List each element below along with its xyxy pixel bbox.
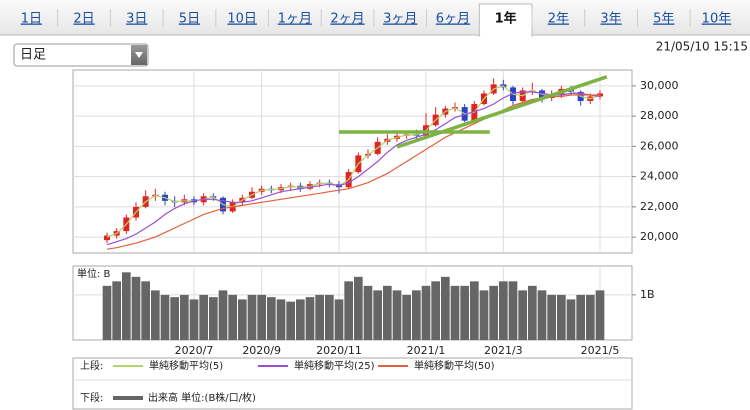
volume-bar xyxy=(170,297,179,340)
tab[interactable]: 2年 xyxy=(548,12,569,27)
x-tick-label: 2021/5 xyxy=(581,344,620,357)
volume-bar xyxy=(441,276,450,340)
active-tab-cover xyxy=(480,34,531,37)
volume-bar xyxy=(180,294,189,340)
volume-bar xyxy=(412,290,421,340)
legend-label: 出来高 単位:(B株/口/枚) xyxy=(148,391,256,404)
tab[interactable]: 3日 xyxy=(126,12,147,27)
tab[interactable]: 1日 xyxy=(21,12,42,27)
volume-bar xyxy=(431,281,440,340)
volume-bar xyxy=(383,285,392,340)
volume-bar xyxy=(218,290,228,340)
legend-label: 単純移動平均(25) xyxy=(294,359,375,372)
volume-bar xyxy=(276,299,286,340)
volume-bar xyxy=(392,290,402,340)
volume-bar xyxy=(160,294,170,340)
tab[interactable]: 3年 xyxy=(600,12,621,27)
volume-bar xyxy=(267,297,276,340)
moving-average-line xyxy=(106,91,601,246)
tab[interactable]: 10年 xyxy=(702,12,732,27)
candle-body xyxy=(104,235,110,241)
volume-bar xyxy=(305,297,315,340)
volume-bar xyxy=(344,281,353,340)
volume-bar xyxy=(566,299,576,340)
volume-bar xyxy=(247,294,257,340)
y-tick-label: 26,000 xyxy=(640,139,679,152)
tab-bar xyxy=(0,0,750,35)
volume-bar xyxy=(595,290,605,340)
volume-bar xyxy=(586,294,595,340)
tab[interactable]: 5年 xyxy=(653,12,674,27)
timestamp: 21/05/10 15:15 xyxy=(656,40,748,54)
volume-bar xyxy=(450,285,460,340)
volume-bar xyxy=(334,299,344,340)
volume-bar xyxy=(238,299,247,340)
volume-bar xyxy=(537,290,547,340)
moving-average-line xyxy=(106,94,600,250)
y-tick-label: 24,000 xyxy=(640,170,679,183)
volume-bar xyxy=(499,281,508,340)
legend-label: 単純移動平均(50) xyxy=(414,359,495,372)
tab[interactable]: 2日 xyxy=(73,12,94,27)
volume-bar xyxy=(189,299,199,340)
tab[interactable]: 1年 xyxy=(495,11,517,27)
y-tick-label: 22,000 xyxy=(640,200,679,213)
legend-label: 単純移動平均(5) xyxy=(149,359,223,372)
x-tick-label: 2020/11 xyxy=(316,344,362,357)
volume-bar xyxy=(402,294,411,340)
volume-bar xyxy=(122,272,131,340)
tab[interactable]: 1ヶ月 xyxy=(278,12,312,27)
x-tick-label: 2021/1 xyxy=(407,344,446,357)
volume-bar xyxy=(576,294,585,340)
tab[interactable]: 2ヶ月 xyxy=(330,12,364,27)
volume-bar xyxy=(470,281,479,340)
volume-bar xyxy=(421,285,431,340)
volume-bar xyxy=(112,281,121,340)
dropdown[interactable]: 日足 xyxy=(13,43,149,67)
volume-bar xyxy=(547,294,556,340)
volume-bar xyxy=(209,297,218,340)
trend-line xyxy=(396,75,608,149)
volume-bar xyxy=(528,285,537,340)
volume-bar xyxy=(141,281,150,340)
volume-bar xyxy=(296,299,305,340)
y-tick-label: 28,000 xyxy=(640,109,679,122)
y-tick-label: 30,000 xyxy=(640,79,679,92)
y-tick-label: 20,000 xyxy=(640,230,679,243)
volume-bar xyxy=(508,281,518,340)
volume-bar xyxy=(373,290,382,340)
volume-bar xyxy=(199,294,208,340)
volume-bar xyxy=(102,285,112,340)
tab[interactable]: 10日 xyxy=(227,12,257,27)
tab[interactable]: 5日 xyxy=(179,12,200,27)
volume-bar xyxy=(325,294,334,340)
legend-section-label: 下段: xyxy=(80,391,103,404)
legend-box xyxy=(72,357,633,410)
x-tick-label: 2020/7 xyxy=(175,344,214,357)
volume-bar xyxy=(228,294,237,340)
volume-bar xyxy=(479,290,489,340)
x-tick-label: 2020/9 xyxy=(242,344,281,357)
tab[interactable]: 6ヶ月 xyxy=(436,12,470,27)
volume-bar xyxy=(460,285,469,340)
volume-bar xyxy=(518,290,527,340)
dropdown-label: 日足 xyxy=(20,48,46,63)
volume-bar xyxy=(363,285,373,340)
volume-bar xyxy=(131,276,141,340)
unit-label: 単位: B xyxy=(77,267,111,280)
volume-bar xyxy=(151,290,160,340)
volume-bar xyxy=(557,294,566,340)
tab[interactable]: 3ヶ月 xyxy=(383,12,417,27)
volume-bar xyxy=(286,301,295,340)
volume-bar xyxy=(354,276,363,340)
volume-bar xyxy=(257,294,266,340)
x-tick-label: 2021/3 xyxy=(484,344,523,357)
moving-average-line xyxy=(106,85,601,238)
y-tick-label: 1B xyxy=(640,288,655,301)
volume-bar xyxy=(489,285,498,340)
legend-section-label: 上段: xyxy=(80,359,103,372)
volume-bar xyxy=(315,294,324,340)
